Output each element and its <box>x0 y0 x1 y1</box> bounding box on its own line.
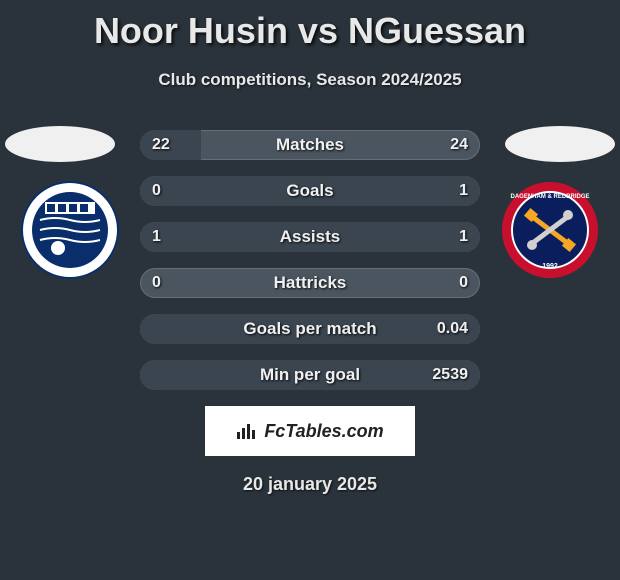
stat-row: Min per goal2539 <box>140 360 480 390</box>
dagenham-badge-icon: DAGENHAM & REDBRIDGE 1992 <box>500 180 600 280</box>
stat-label: Hattricks <box>140 268 480 298</box>
stat-value-right: 0 <box>459 268 468 298</box>
southend-badge-icon <box>20 180 120 280</box>
stat-label: Min per goal <box>140 360 480 390</box>
stat-row: Matches22 24 <box>140 130 480 160</box>
stat-value-left: 22 <box>152 130 170 160</box>
date-text: 20 january 2025 <box>0 474 620 495</box>
stat-value-left: 1 <box>152 222 161 252</box>
page-subtitle: Club competitions, Season 2024/2025 <box>0 70 620 90</box>
stat-row: Assists1 1 <box>140 222 480 252</box>
stat-value-right: 1 <box>459 176 468 206</box>
club-badge-left <box>20 180 120 280</box>
stat-value-right: 2539 <box>432 360 468 390</box>
attribution-text: FcTables.com <box>264 421 383 442</box>
stat-label: Goals <box>140 176 480 206</box>
stat-label: Goals per match <box>140 314 480 344</box>
stat-label: Assists <box>140 222 480 252</box>
comparison-content: DAGENHAM & REDBRIDGE 1992 Matches22 24 Goa… <box>0 130 620 390</box>
stat-value-left: 0 <box>152 268 161 298</box>
stat-row: Goals per match0.04 <box>140 314 480 344</box>
stat-value-right: 0.04 <box>437 314 468 344</box>
stat-row: Hattricks0 0 <box>140 268 480 298</box>
stat-label: Matches <box>140 130 480 160</box>
stat-value-right: 24 <box>450 130 468 160</box>
chart-icon <box>236 422 258 440</box>
svg-text:DAGENHAM & REDBRIDGE: DAGENHAM & REDBRIDGE <box>510 194 589 200</box>
player-left-ellipse <box>5 126 115 162</box>
stat-value-right: 1 <box>459 222 468 252</box>
page-title: Noor Husin vs NGuessan <box>0 0 620 52</box>
club-badge-right: DAGENHAM & REDBRIDGE 1992 <box>500 180 600 280</box>
svg-text:1992: 1992 <box>542 263 558 270</box>
player-right-ellipse <box>505 126 615 162</box>
attribution-badge: FcTables.com <box>205 406 415 456</box>
stat-value-left: 0 <box>152 176 161 206</box>
stat-row: Goals0 1 <box>140 176 480 206</box>
stat-bars: Matches2224Goals01Assists11Hattricks00Go… <box>140 130 480 390</box>
